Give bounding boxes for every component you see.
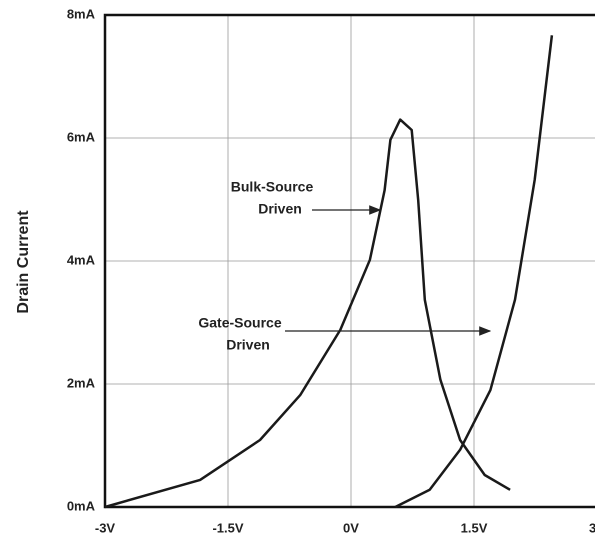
y-tick-label: 2mA: [67, 375, 96, 390]
x-tick-label: -3V: [95, 520, 116, 535]
y-axis-label: Drain Current: [15, 210, 32, 314]
annotation: Gate-Source: [198, 315, 281, 331]
x-tick-label: 3V: [589, 520, 595, 535]
line: [105, 120, 510, 507]
x-tick-label: 0V: [343, 520, 359, 535]
y-tick-label: 0mA: [67, 498, 96, 513]
y-tick-label: 8mA: [67, 6, 96, 21]
x-tick-label: 1.5V: [461, 520, 488, 535]
chart: Drain Current 0mA 2mA 4mA 6mA 8mA -3V -1.5V 0V 1…: [0, 0, 595, 541]
y-tick-label: 4mA: [67, 252, 96, 267]
y-tick-label: 6mA: [67, 129, 96, 144]
annotation: Driven: [226, 337, 270, 353]
x-tick-label: -1.5V: [212, 520, 243, 535]
annotation: Driven: [258, 201, 302, 217]
annotation: Bulk-Source: [231, 179, 314, 195]
